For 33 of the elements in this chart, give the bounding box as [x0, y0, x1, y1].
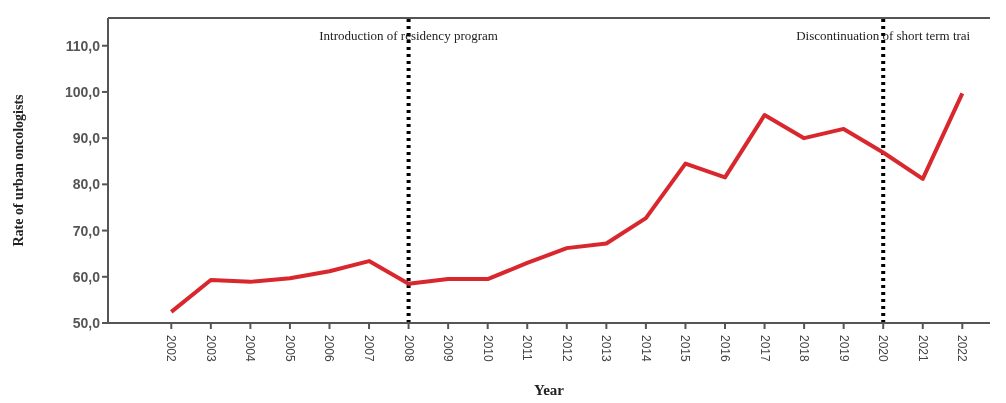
y-tick-label: 100,0: [64, 83, 101, 100]
x-tick-label: 2006: [322, 335, 337, 363]
y-axis-title: Rate of urban oncologists: [10, 93, 26, 247]
x-tick-label: 2018: [797, 335, 812, 363]
x-tick-label: 2009: [441, 335, 456, 363]
x-tick-label: 2015: [678, 335, 693, 363]
ref-line-label: Discontinuation of short term trai: [796, 28, 971, 43]
ref-line-label: Introduction of residency program: [319, 28, 498, 43]
y-tick-label: 50,0: [72, 314, 101, 331]
x-tick-label: 2017: [757, 335, 772, 363]
x-tick-label: 2008: [401, 335, 416, 363]
y-tick-label: 70,0: [72, 222, 101, 239]
x-tick-label: 2002: [164, 335, 179, 363]
y-tick-label: 90,0: [72, 130, 101, 147]
x-tick-label: 2021: [915, 335, 930, 363]
x-tick-label: 2007: [362, 335, 377, 363]
line-series: [169, 91, 965, 314]
x-tick-label: 2020: [876, 335, 891, 363]
x-tick-label: 2022: [955, 335, 970, 363]
x-tick-label: 2003: [203, 335, 218, 363]
x-tick-label: 2019: [836, 335, 851, 363]
x-tick-label: 2014: [638, 335, 653, 363]
y-tick-label: 110,0: [65, 37, 101, 54]
x-tick-label: 2010: [480, 335, 495, 363]
y-tick-label: 60,0: [72, 268, 101, 285]
x-tick-label: 2013: [599, 335, 614, 363]
x-tick-label: 2004: [243, 335, 258, 363]
x-axis-title: Year: [534, 382, 565, 398]
x-tick-label: 2012: [559, 335, 574, 363]
x-tick-label: 2005: [282, 335, 297, 363]
x-tick-label: 2011: [520, 335, 535, 362]
x-tick-label: 2016: [718, 335, 732, 363]
y-tick-label: 80,0: [72, 176, 101, 193]
